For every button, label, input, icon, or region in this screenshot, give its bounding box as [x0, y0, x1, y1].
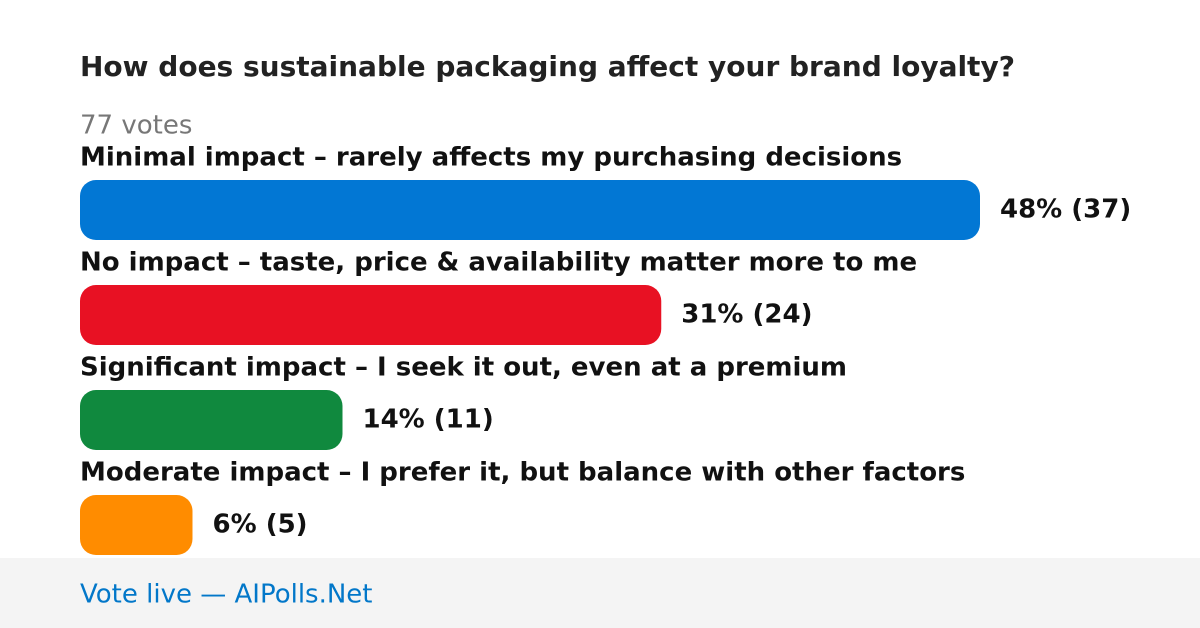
bar [80, 285, 662, 345]
category-label: Significant impact – I seek it out, even… [80, 353, 847, 383]
chart-title: How does sustainable packaging affect yo… [80, 50, 1015, 83]
bar [80, 495, 193, 555]
value-label: 31% (24) [681, 300, 812, 330]
value-label: 14% (11) [363, 405, 494, 435]
vote-count: 77 votes [80, 111, 192, 141]
footer-link[interactable]: Vote live — AIPolls.Net [80, 580, 373, 610]
category-label: No impact – taste, price & availability … [80, 248, 917, 278]
bar [80, 180, 980, 240]
value-label: 48% (37) [1000, 195, 1131, 225]
category-label: Moderate impact – I prefer it, but balan… [80, 458, 965, 488]
value-label: 6% (5) [213, 510, 308, 540]
category-label: Minimal impact – rarely affects my purch… [80, 143, 902, 173]
footer-band [0, 558, 1200, 628]
bar [80, 390, 343, 450]
